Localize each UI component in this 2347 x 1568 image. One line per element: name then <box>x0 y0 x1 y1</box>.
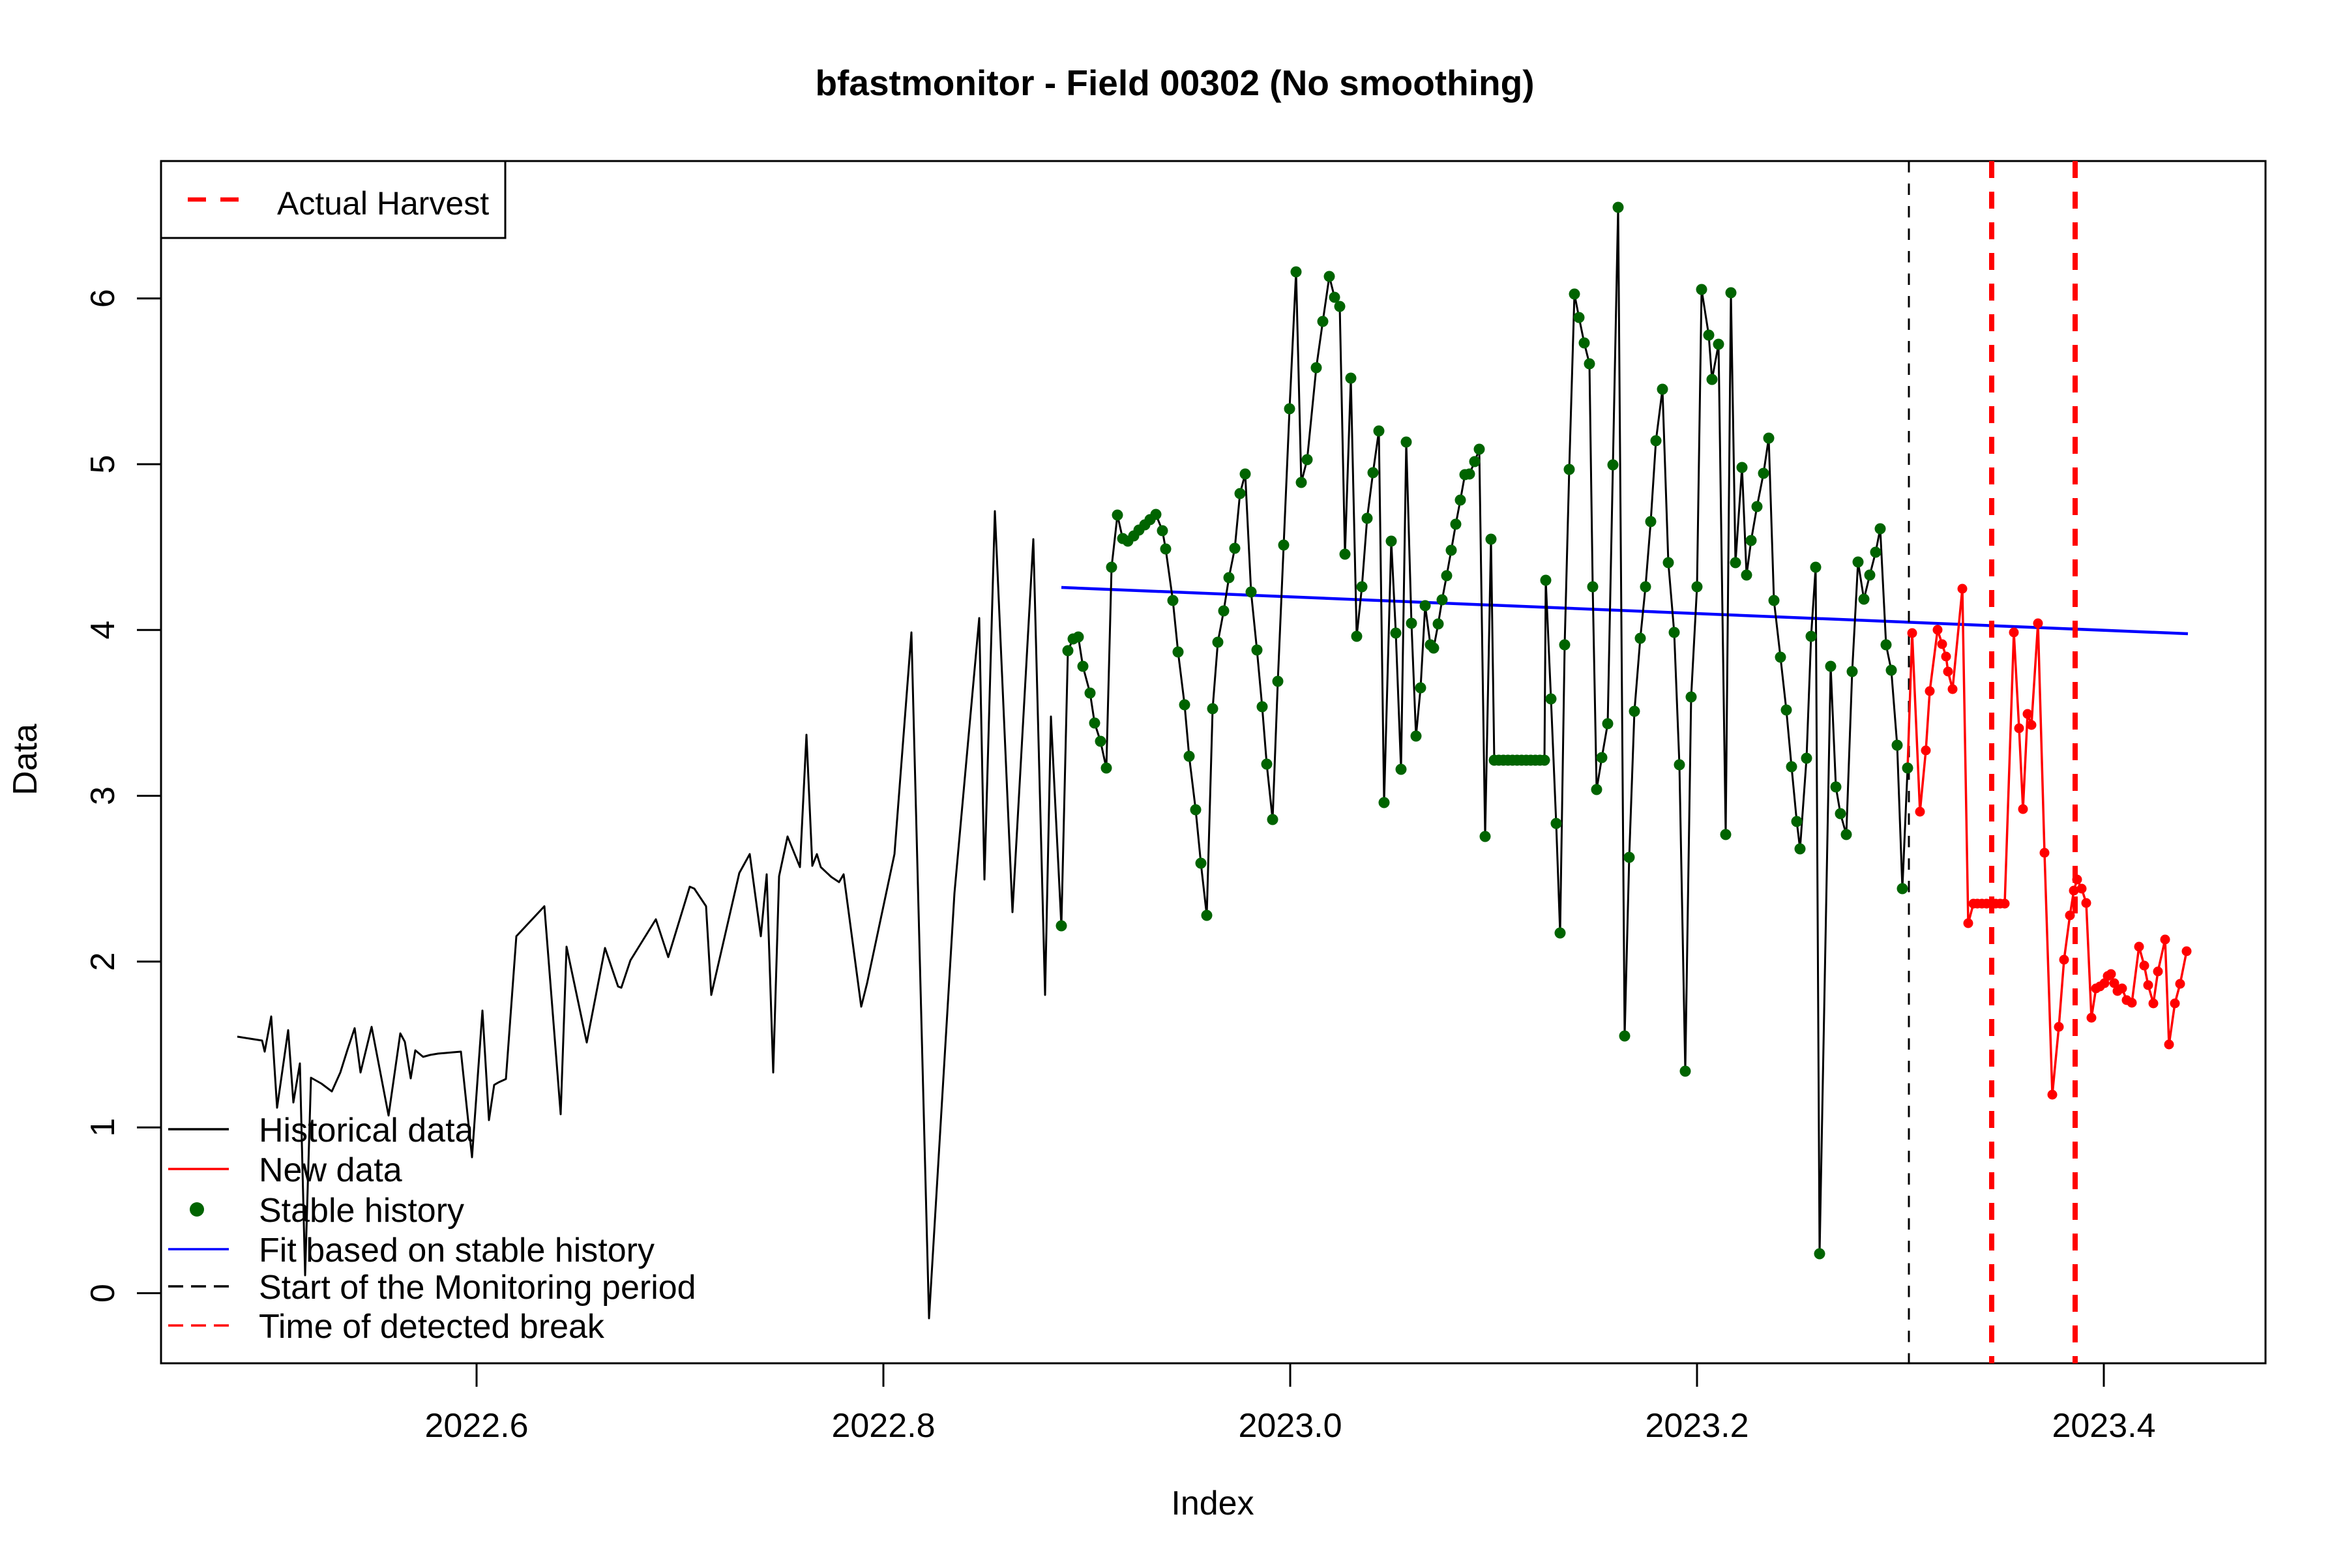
svg-text:Historical data: Historical data <box>259 1112 474 1149</box>
svg-text:0: 0 <box>84 1284 122 1303</box>
svg-text:2: 2 <box>84 952 122 971</box>
svg-text:Start of the Monitoring period: Start of the Monitoring period <box>259 1269 696 1307</box>
svg-text:4: 4 <box>84 621 122 640</box>
svg-text:New data: New data <box>259 1151 402 1189</box>
svg-text:bfastmonitor - Field 00302 (No: bfastmonitor - Field 00302 (No smoothing… <box>815 63 1534 103</box>
svg-text:3: 3 <box>84 786 122 805</box>
svg-text:5: 5 <box>84 455 122 474</box>
svg-text:6: 6 <box>84 289 122 308</box>
svg-text:2022.6: 2022.6 <box>424 1407 528 1445</box>
svg-text:1: 1 <box>84 1118 122 1137</box>
svg-text:Time of detected break: Time of detected break <box>259 1308 605 1346</box>
svg-text:Stable history: Stable history <box>259 1192 464 1230</box>
svg-text:Actual Harvest: Actual Harvest <box>277 185 489 222</box>
svg-text:Data: Data <box>7 724 44 795</box>
svg-text:2023.0: 2023.0 <box>1238 1407 1342 1445</box>
svg-text:2022.8: 2022.8 <box>831 1407 935 1445</box>
svg-text:2023.4: 2023.4 <box>2052 1407 2155 1445</box>
svg-text:Index: Index <box>1171 1485 1254 1522</box>
svg-text:Fit based on stable history: Fit based on stable history <box>259 1232 655 1269</box>
svg-text:2023.2: 2023.2 <box>1645 1407 1749 1445</box>
